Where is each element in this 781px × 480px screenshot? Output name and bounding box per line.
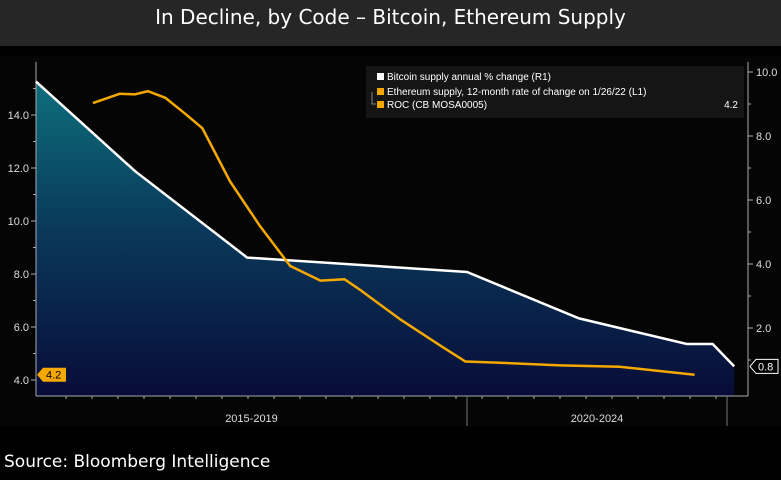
left-tick-label: 8.0 (14, 269, 29, 281)
chart: 4.0 6.0 8.0 10.0 12.0 14.0 2.0 4.0 6.0 8.0 10.0 201… (7, 62, 779, 426)
left-tick-label: 4.0 (14, 375, 29, 387)
ethereum-last-value-label: 4.2 (46, 370, 61, 382)
left-tick-label: 6.0 (14, 322, 29, 334)
bitcoin-area (36, 81, 735, 396)
legend-label-roc: ROC (CB MOSA0005) (387, 100, 487, 111)
bitcoin-line (35, 80, 736, 368)
left-tick-label: 12.0 (8, 163, 29, 175)
ethereum-last-value-tag (37, 367, 66, 382)
right-tick-label: 2.0 (756, 323, 771, 335)
title-bar (0, 0, 781, 46)
legend-label-ethereum: Ethereum supply, 12-month rate of change… (387, 87, 646, 98)
legend-swatch-bitcoin (377, 73, 384, 80)
left-tick-label: 10.0 (8, 216, 29, 228)
bitcoin-last-value-tag (749, 358, 779, 374)
x-period-label: 2015-2019 (225, 413, 278, 425)
x-period-label: 2020-2024 (571, 413, 624, 425)
legend-swatch-roc (377, 101, 384, 108)
source-note: Source: Bloomberg Intelligence (4, 452, 271, 472)
right-tick-label: 8.0 (756, 131, 771, 143)
legend-value-roc: 4.2 (724, 100, 738, 111)
ethereum-line (92, 89, 695, 376)
legend-bracket (371, 92, 376, 105)
right-tick-label: 10.0 (756, 67, 777, 79)
legend-label-bitcoin: Bitcoin supply annual % change (R1) (387, 72, 551, 83)
right-tick-label: 4.0 (756, 259, 771, 271)
right-tick-label: 6.0 (756, 195, 771, 207)
legend-box (366, 66, 744, 118)
legend-swatch-ethereum (377, 88, 384, 95)
left-tick-label: 14.0 (8, 110, 29, 122)
chart-title: In Decline, by Code – Bitcoin, Ethereum … (155, 5, 626, 29)
legend: Bitcoin supply annual % change (R1) Ethe… (366, 66, 744, 118)
bitcoin-last-value-label: 0.8 (758, 361, 773, 373)
